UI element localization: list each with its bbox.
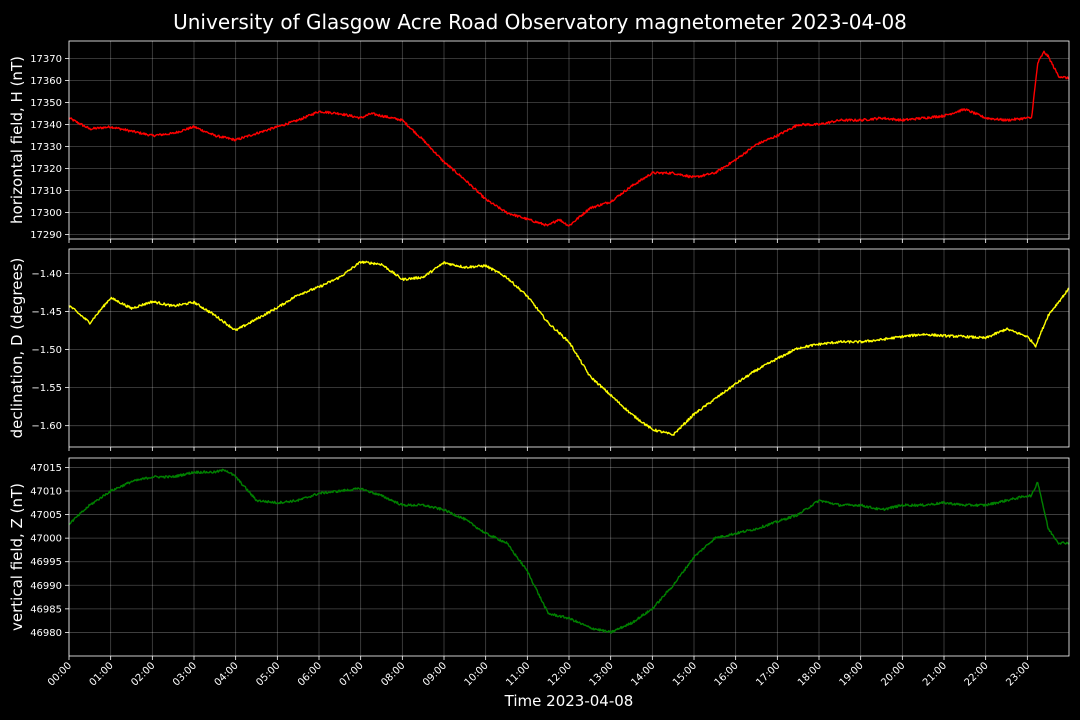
y-tick-label: 46990 xyxy=(30,581,62,592)
y-tick-label: −1.60 xyxy=(31,421,62,432)
y-axis-label: horizontal field, H (nT) xyxy=(8,56,26,224)
y-axis-label: vertical field, Z (nT) xyxy=(8,483,26,631)
chart-panels: 17290 17300 17310 17320 17330 17340 17350 17360… xyxy=(8,40,1070,660)
y-tick-label: 46995 xyxy=(30,557,62,568)
x-tick-label: 07:00 xyxy=(338,660,366,688)
x-tick-label: 10:00 xyxy=(463,660,491,688)
x-axis-label: Time 2023-04-08 xyxy=(504,692,634,710)
chart-title: University of Glasgow Acre Road Observat… xyxy=(173,10,907,34)
x-tick-label: 00:00 xyxy=(46,660,74,688)
y-tick-label: 17330 xyxy=(30,142,62,153)
x-tick-label: 23:00 xyxy=(1004,660,1032,688)
panel-1: 17290 17300 17310 17320 17330 17340 17350 17360… xyxy=(8,40,1070,243)
x-tick-label: 11:00 xyxy=(504,660,532,688)
y-tick-label: 47005 xyxy=(30,510,62,521)
x-tick-label: 02:00 xyxy=(129,660,157,688)
x-tick-label: 17:00 xyxy=(754,660,782,688)
x-tick-label: 05:00 xyxy=(254,660,282,688)
y-tick-label: 47000 xyxy=(30,534,62,545)
y-tick-label: −1.40 xyxy=(31,269,62,280)
x-tick-label: 08:00 xyxy=(379,660,407,688)
x-tick-label: 04:00 xyxy=(213,660,241,688)
x-tick-label: 21:00 xyxy=(921,660,949,688)
series-line-1 xyxy=(68,50,1070,227)
series-line-3 xyxy=(68,468,1070,634)
y-tick-label: −1.55 xyxy=(31,383,62,394)
y-tick-label: 17360 xyxy=(30,76,62,87)
x-tick-label: 18:00 xyxy=(796,660,824,688)
y-tick-label: 46980 xyxy=(30,628,62,639)
y-tick-label: 17370 xyxy=(30,54,62,65)
y-axis-label: declination, D (degrees) xyxy=(8,258,26,439)
y-tick-label: 17310 xyxy=(30,186,62,197)
x-tick-label: 14:00 xyxy=(629,660,657,688)
panel-frame xyxy=(68,248,1070,448)
x-tick-label: 16:00 xyxy=(713,660,741,688)
x-tick-label: 01:00 xyxy=(88,660,116,688)
y-tick-label: 17300 xyxy=(30,208,62,219)
y-tick-label: 17350 xyxy=(30,98,62,109)
x-tick-label: 13:00 xyxy=(588,660,616,688)
y-tick-label: 47010 xyxy=(30,487,62,498)
y-tick-label: −1.50 xyxy=(31,345,62,356)
panel-frame xyxy=(68,457,1070,657)
x-tick-label: 15:00 xyxy=(671,660,699,688)
panel-frame xyxy=(68,40,1070,240)
panel-3: 46980 46985 46990 46995 47000 47005 47010 47015… xyxy=(8,457,1070,660)
y-tick-label: 17290 xyxy=(30,230,62,241)
panel-2: −1.60 −1.55 −1.50 −1.45 −1.40 declination, D … xyxy=(8,248,1070,451)
y-tick-label: 47015 xyxy=(30,463,62,474)
x-tick-label: 22:00 xyxy=(963,660,991,688)
x-tick-label: 20:00 xyxy=(879,660,907,688)
x-tick-label: 19:00 xyxy=(838,660,866,688)
y-tick-label: −1.45 xyxy=(31,307,62,318)
x-tick-label: 09:00 xyxy=(421,660,449,688)
x-tick-label: 06:00 xyxy=(296,660,324,688)
y-tick-label: 46985 xyxy=(30,604,62,615)
x-axis-ticks: 00:00 01:00 02:00 03:00 04:00 05:00 06:00 07:00… xyxy=(46,660,1032,688)
x-tick-label: 12:00 xyxy=(546,660,574,688)
y-tick-label: 17320 xyxy=(30,164,62,175)
series-line-2 xyxy=(68,260,1070,436)
y-tick-label: 17340 xyxy=(30,120,62,131)
x-tick-label: 03:00 xyxy=(171,660,199,688)
